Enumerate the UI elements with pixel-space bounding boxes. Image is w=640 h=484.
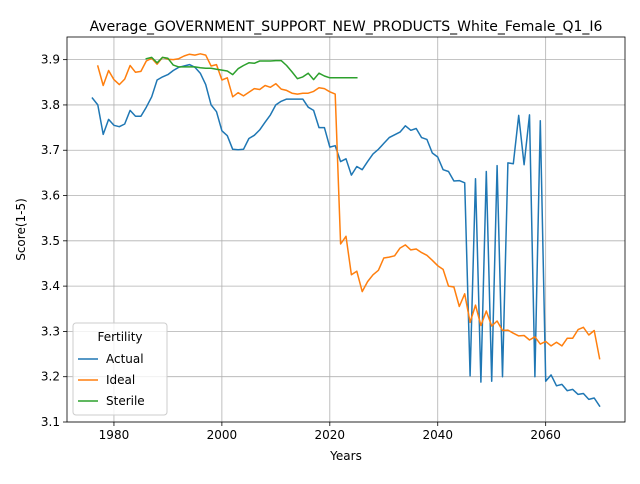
x-tick-label: 2060 — [530, 428, 561, 442]
x-tick-label: 2040 — [422, 428, 453, 442]
y-tick-label: 3.3 — [41, 324, 60, 338]
y-tick-label: 3.9 — [41, 53, 60, 67]
y-tick-label: 3.8 — [41, 98, 60, 112]
y-tick-label: 3.4 — [41, 279, 60, 293]
y-axis-label: Score(1-5) — [14, 198, 28, 261]
chart-title: Average_GOVERNMENT_SUPPORT_NEW_PRODUCTS_… — [90, 19, 603, 35]
y-tick-label: 3.2 — [41, 370, 60, 384]
legend-title: Fertility — [97, 330, 142, 344]
y-tick-label: 3.7 — [41, 143, 60, 157]
legend: Fertility Actual Ideal Sterile — [73, 323, 167, 415]
x-tick-label: 2020 — [315, 428, 346, 442]
x-tick-label: 1980 — [99, 428, 130, 442]
legend-label-sterile: Sterile — [106, 394, 145, 408]
y-tick-label: 3.1 — [41, 415, 60, 429]
x-tick-label: 2000 — [207, 428, 238, 442]
legend-label-ideal: Ideal — [106, 373, 135, 387]
x-axis-label: Years — [329, 449, 362, 463]
legend-label-actual: Actual — [106, 352, 144, 366]
y-tick-label: 3.5 — [41, 234, 60, 248]
y-tick-label: 3.6 — [41, 189, 60, 203]
